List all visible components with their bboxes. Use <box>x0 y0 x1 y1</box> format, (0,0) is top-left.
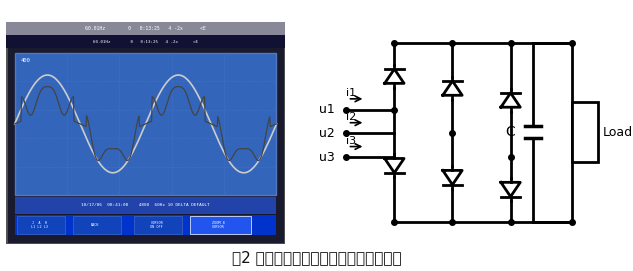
Text: 10/17/06  08:41:08    480U  60Hz 10 DELTA DEFAULT: 10/17/06 08:41:08 480U 60Hz 10 DELTA DEF… <box>81 204 210 208</box>
Bar <box>15 53 277 195</box>
Text: u2: u2 <box>319 127 335 140</box>
Bar <box>15 197 277 214</box>
Text: 图2 三相整流器的电路与电压、电流波形: 图2 三相整流器的电路与电压、电流波形 <box>232 251 401 266</box>
Text: BACK: BACK <box>91 223 100 227</box>
Text: C: C <box>506 125 515 139</box>
Text: ZOOM 8
CURSOR: ZOOM 8 CURSOR <box>211 221 224 229</box>
Text: Load: Load <box>603 126 633 139</box>
Text: 60.01Hz        0   0:13:25   4 -2x      <E: 60.01Hz 0 0:13:25 4 -2x <E <box>85 26 206 31</box>
Text: u1: u1 <box>319 103 335 116</box>
Text: u3: u3 <box>319 151 335 164</box>
Bar <box>190 216 251 234</box>
Text: J  A  H
L1 L2 L3: J A H L1 L2 L3 <box>31 221 48 229</box>
Bar <box>73 216 120 234</box>
Bar <box>572 102 598 162</box>
Text: 60.01Hz        0   0:13:25   4 -2x      <E: 60.01Hz 0 0:13:25 4 -2x <E <box>93 40 198 44</box>
Bar <box>15 215 277 235</box>
Bar <box>134 216 182 234</box>
Text: i1: i1 <box>346 88 356 98</box>
Bar <box>6 22 285 35</box>
Text: CURSOR
ON OFF: CURSOR ON OFF <box>151 221 163 229</box>
Bar <box>18 216 65 234</box>
Bar <box>6 22 285 48</box>
Text: 400: 400 <box>20 58 30 63</box>
Text: i3: i3 <box>346 136 356 146</box>
Text: i2: i2 <box>346 112 356 122</box>
